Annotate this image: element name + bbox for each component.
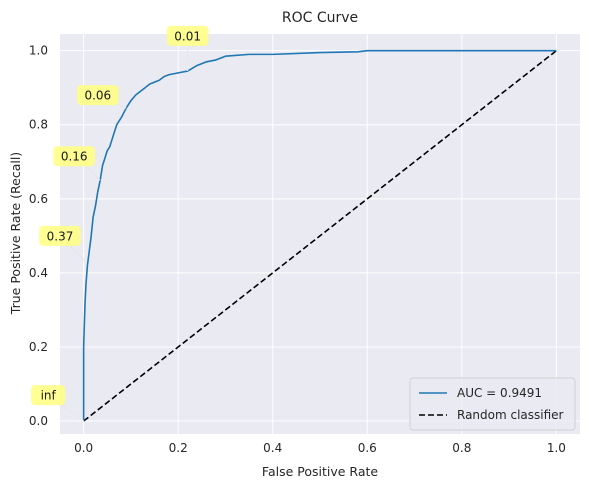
- roc-curve-line: [82, 49, 557, 422]
- threshold-annotation: inf: [41, 389, 57, 403]
- threshold-annotation: 0.01: [174, 29, 201, 43]
- chart-title: ROC Curve: [282, 10, 358, 26]
- annotation-box: [31, 385, 66, 406]
- y-tick-labels: 0.0 0.2 0.4 0.6 0.8 1.0: [29, 44, 48, 428]
- legend-frame: [409, 377, 576, 431]
- x-tick-label: 1.0: [547, 441, 566, 455]
- annotation-box: [53, 146, 95, 167]
- x-tick-label: 0.0: [74, 441, 93, 455]
- plot-area: [60, 34, 580, 434]
- y-tick-label: 0.8: [29, 118, 48, 132]
- legend-label: Random classifier: [457, 408, 564, 422]
- annotation-layer: 0.01 0.06 0.16 0.37 inf: [31, 25, 209, 422]
- annotation-box: [166, 25, 209, 46]
- legend-label: AUC = 0.9491: [457, 386, 542, 400]
- y-tick-label: 0.4: [29, 266, 48, 280]
- x-tick-label: 0.6: [358, 441, 377, 455]
- y-tick-label: 0.2: [29, 340, 48, 354]
- y-axis-label: True Positive Rate (Recall): [8, 152, 23, 315]
- threshold-annotation: 0.37: [47, 229, 74, 243]
- random-classifier-line: [83, 50, 557, 422]
- y-tick-label: 0.0: [29, 414, 48, 428]
- threshold-annotation: 0.16: [61, 150, 88, 164]
- annotation-box: [39, 225, 81, 246]
- legend: AUC = 0.9491 Random classifier: [409, 377, 576, 431]
- annotation-box: [77, 85, 119, 106]
- x-tick-label: 0.4: [263, 441, 282, 455]
- y-tick-label: 0.6: [29, 192, 48, 206]
- threshold-annotation: 0.06: [84, 89, 111, 103]
- y-tick-label: 1.0: [29, 44, 48, 58]
- x-tick-label: 0.8: [452, 441, 471, 455]
- x-tick-label: 0.2: [169, 441, 188, 455]
- x-tick-labels: 0.0 0.2 0.4 0.6 0.8 1.0: [74, 441, 566, 455]
- series-layer: [82, 49, 557, 422]
- x-axis-label: False Positive Rate: [262, 464, 378, 479]
